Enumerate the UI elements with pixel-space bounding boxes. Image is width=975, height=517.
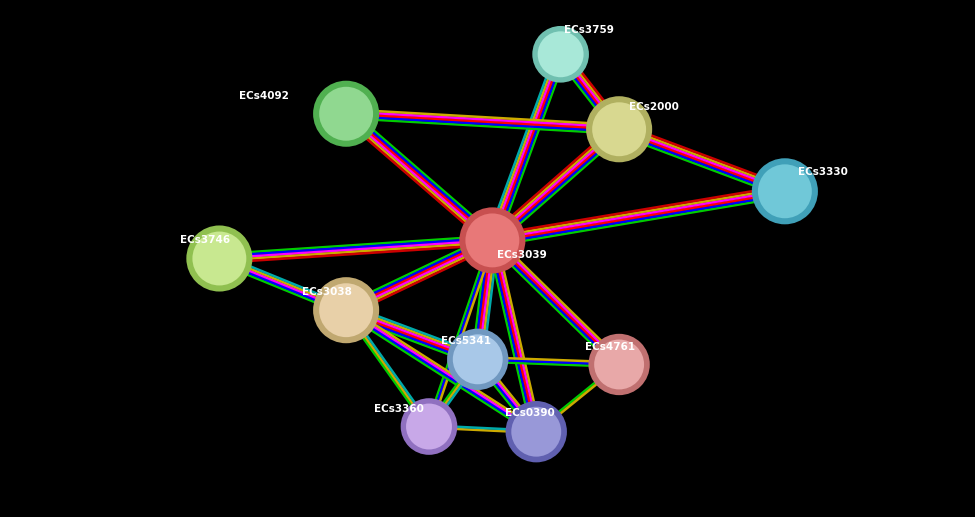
Circle shape (313, 277, 379, 343)
Text: ECs5341: ECs5341 (441, 337, 490, 346)
Circle shape (451, 333, 504, 385)
Text: ECs2000: ECs2000 (629, 102, 679, 112)
Circle shape (589, 334, 649, 395)
Circle shape (186, 225, 253, 292)
Circle shape (510, 406, 563, 458)
Circle shape (401, 398, 457, 455)
Circle shape (313, 81, 379, 147)
Circle shape (464, 212, 521, 268)
Circle shape (591, 101, 647, 157)
Circle shape (318, 86, 374, 142)
Circle shape (318, 282, 374, 338)
Circle shape (752, 158, 818, 224)
Circle shape (448, 329, 508, 390)
Circle shape (532, 26, 589, 83)
Circle shape (405, 403, 453, 450)
Text: ECs4092: ECs4092 (239, 91, 289, 101)
Text: ECs3759: ECs3759 (564, 25, 613, 35)
Circle shape (191, 231, 248, 286)
Text: ECs3039: ECs3039 (497, 250, 547, 260)
Text: ECs3746: ECs3746 (180, 235, 230, 245)
Circle shape (593, 339, 645, 390)
Text: ECs3330: ECs3330 (798, 167, 847, 177)
Circle shape (506, 401, 566, 462)
Circle shape (586, 96, 652, 162)
Text: ECs3360: ECs3360 (374, 404, 424, 414)
Text: ECs4761: ECs4761 (585, 342, 635, 352)
Circle shape (459, 207, 526, 273)
Circle shape (536, 31, 585, 78)
Text: ECs3038: ECs3038 (302, 287, 352, 297)
Text: ECs0390: ECs0390 (505, 408, 555, 418)
Circle shape (757, 163, 813, 219)
